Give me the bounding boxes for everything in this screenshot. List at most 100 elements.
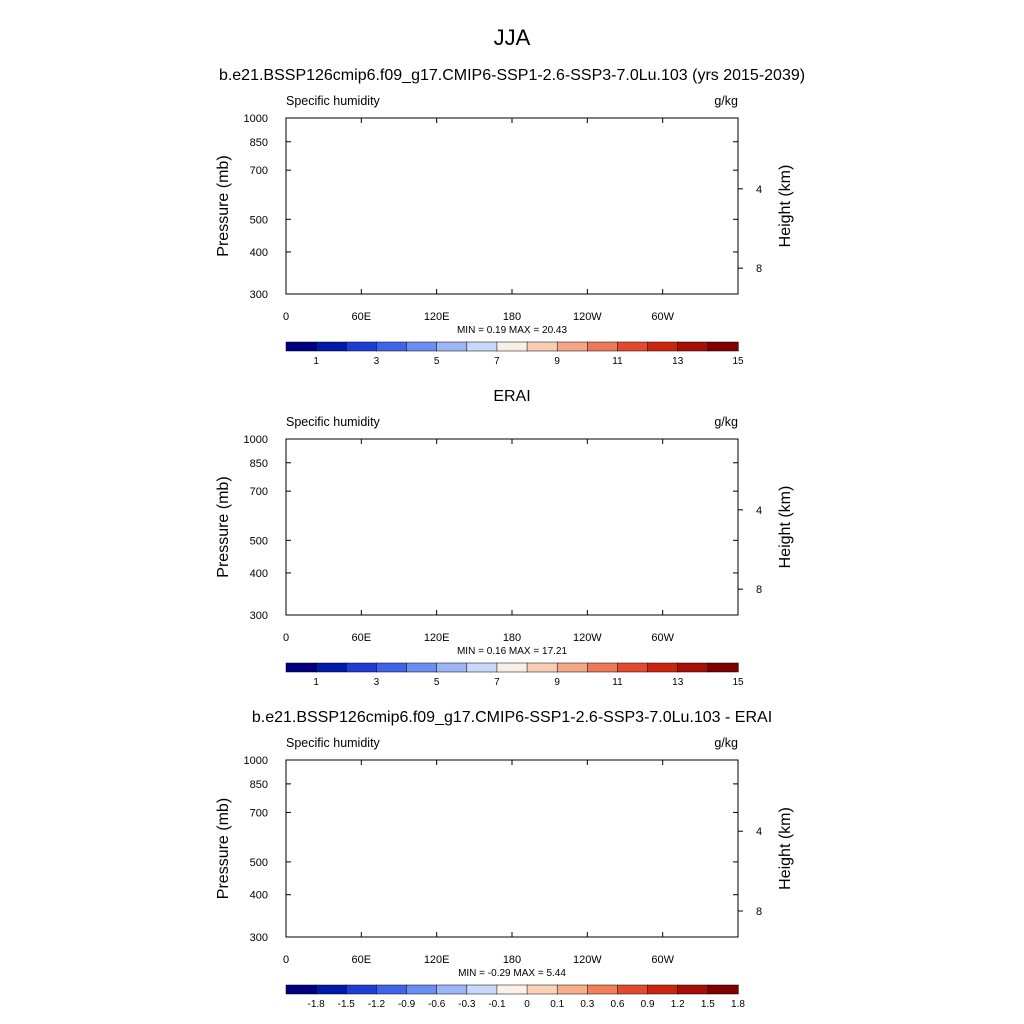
colorbar-box (556, 984, 588, 995)
x-tick-label: 180 (503, 311, 521, 323)
height-tick-label: 8 (756, 906, 762, 918)
panel-3: b.e21.BSSP126cmip6.f09_g17.CMIP6-SSP1-2.… (215, 709, 794, 1010)
variable-label: Specific humidity (286, 415, 381, 429)
y-axis-title-right: Height (km) (777, 807, 794, 890)
y-tick-label: 850 (250, 779, 268, 791)
height-tick-label: 4 (756, 505, 762, 517)
colorbar-box (436, 662, 468, 673)
stats-label: MIN = 0.19 MAX = 20.43 (457, 325, 567, 336)
colorbar-box (647, 984, 679, 995)
colorbar-box (376, 662, 408, 673)
colorbar-box (587, 984, 619, 995)
height-tick-label: 8 (756, 263, 762, 275)
colorbar-label: 9 (554, 356, 560, 367)
colorbar-box (677, 984, 709, 995)
plot-frame (285, 117, 739, 295)
x-tick-label: 60W (651, 311, 674, 323)
height-tick-label: 8 (756, 584, 762, 596)
colorbar-box (376, 341, 408, 352)
colorbar-box (707, 984, 739, 995)
colorbar-box (436, 341, 468, 352)
stats-label: MIN = -0.29 MAX = 5.44 (458, 968, 566, 979)
colorbar-box (617, 341, 649, 352)
colorbar-label: -0.9 (398, 999, 416, 1010)
units-label: g/kg (714, 94, 738, 108)
colorbar-label: 1.8 (731, 999, 745, 1010)
colorbar-box (315, 984, 347, 995)
y-axis-title-right: Height (km) (777, 486, 794, 569)
colorbar-box (556, 341, 588, 352)
colorbar-label: -0.1 (488, 999, 506, 1010)
colorbar-label: 11 (612, 356, 623, 367)
colorbar-box (406, 984, 438, 995)
y-axis-title: Pressure (mb) (215, 798, 232, 899)
colorbar-label: 3 (374, 677, 380, 688)
x-tick-label: 120W (573, 632, 602, 644)
colorbar-label: 11 (612, 677, 623, 688)
colorbar-box (285, 341, 317, 352)
panel-title: b.e21.BSSP126cmip6.f09_g17.CMIP6-SSP1-2.… (252, 709, 772, 726)
colorbar-box (406, 662, 438, 673)
figure-title: JJA (494, 25, 531, 50)
colorbar-box (617, 662, 649, 673)
colorbar-box (315, 341, 347, 352)
colorbar-box (526, 984, 558, 995)
y-axis-title: Pressure (mb) (215, 476, 232, 577)
colorbar: 1 3 5 7 9 11 13 15 (285, 341, 744, 367)
x-tick-label: 60E (352, 954, 372, 966)
units-label: g/kg (714, 415, 738, 429)
x-tick-label: 120W (573, 954, 602, 966)
x-tick-label: 180 (503, 632, 521, 644)
x-tick-label: 180 (503, 954, 521, 966)
colorbar-box (707, 341, 739, 352)
y-tick-label: 400 (250, 247, 268, 259)
colorbar-box (617, 984, 649, 995)
colorbar-label: 13 (672, 677, 684, 688)
stats-label: MIN = 0.16 MAX = 17.21 (457, 646, 567, 657)
x-tick-label: 120W (573, 311, 602, 323)
colorbar-label: 7 (494, 356, 500, 367)
colorbar-box (556, 662, 588, 673)
colorbar-label: 13 (672, 356, 684, 367)
colorbar-label: 0.3 (580, 999, 594, 1010)
colorbar-label: 5 (434, 356, 440, 367)
y-tick-label: 1000 (244, 434, 268, 446)
y-tick-label: 850 (250, 458, 268, 470)
height-tick-label: 4 (756, 184, 762, 196)
panel-1: b.e21.BSSP126cmip6.f09_g17.CMIP6-SSP1-2.… (215, 67, 805, 367)
colorbar-box (526, 662, 558, 673)
colorbar-label: -1.8 (308, 999, 326, 1010)
colorbar-label: 3 (374, 356, 380, 367)
y-tick-label: 700 (250, 165, 268, 177)
x-tick-label: 60E (352, 311, 372, 323)
colorbar-label: -0.3 (458, 999, 476, 1010)
y-tick-label: 300 (250, 610, 268, 622)
x-tick-label: 0 (283, 632, 289, 644)
colorbar-label: 1 (313, 356, 319, 367)
y-tick-label: 500 (250, 857, 268, 869)
colorbar-label: 15 (732, 356, 744, 367)
colorbar-box (346, 662, 378, 673)
colorbar-box (587, 662, 619, 673)
colorbar-label: 15 (732, 677, 744, 688)
y-tick-label: 1000 (244, 755, 268, 767)
colorbar-label: -1.2 (368, 999, 386, 1010)
colorbar-box (526, 341, 558, 352)
colorbar-label: 1.2 (671, 999, 685, 1010)
colorbar-box (707, 662, 739, 673)
colorbar-box (346, 984, 378, 995)
colorbar-box (285, 984, 317, 995)
panel-title: ERAI (493, 388, 530, 405)
colorbar-box (346, 341, 378, 352)
x-tick-label: 60E (352, 632, 372, 644)
variable-label: Specific humidity (286, 94, 381, 108)
x-tick-label: 120E (424, 954, 450, 966)
units-label: g/kg (714, 736, 738, 750)
colorbar-box (466, 341, 498, 352)
y-axis-title: Pressure (mb) (215, 155, 232, 256)
colorbar-label: 5 (434, 677, 440, 688)
plot-frame (285, 438, 739, 616)
colorbar-box (466, 662, 498, 673)
